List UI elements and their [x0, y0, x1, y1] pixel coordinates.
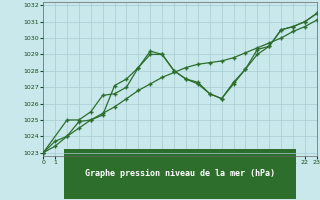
X-axis label: Graphe pression niveau de la mer (hPa): Graphe pression niveau de la mer (hPa) [85, 169, 275, 178]
